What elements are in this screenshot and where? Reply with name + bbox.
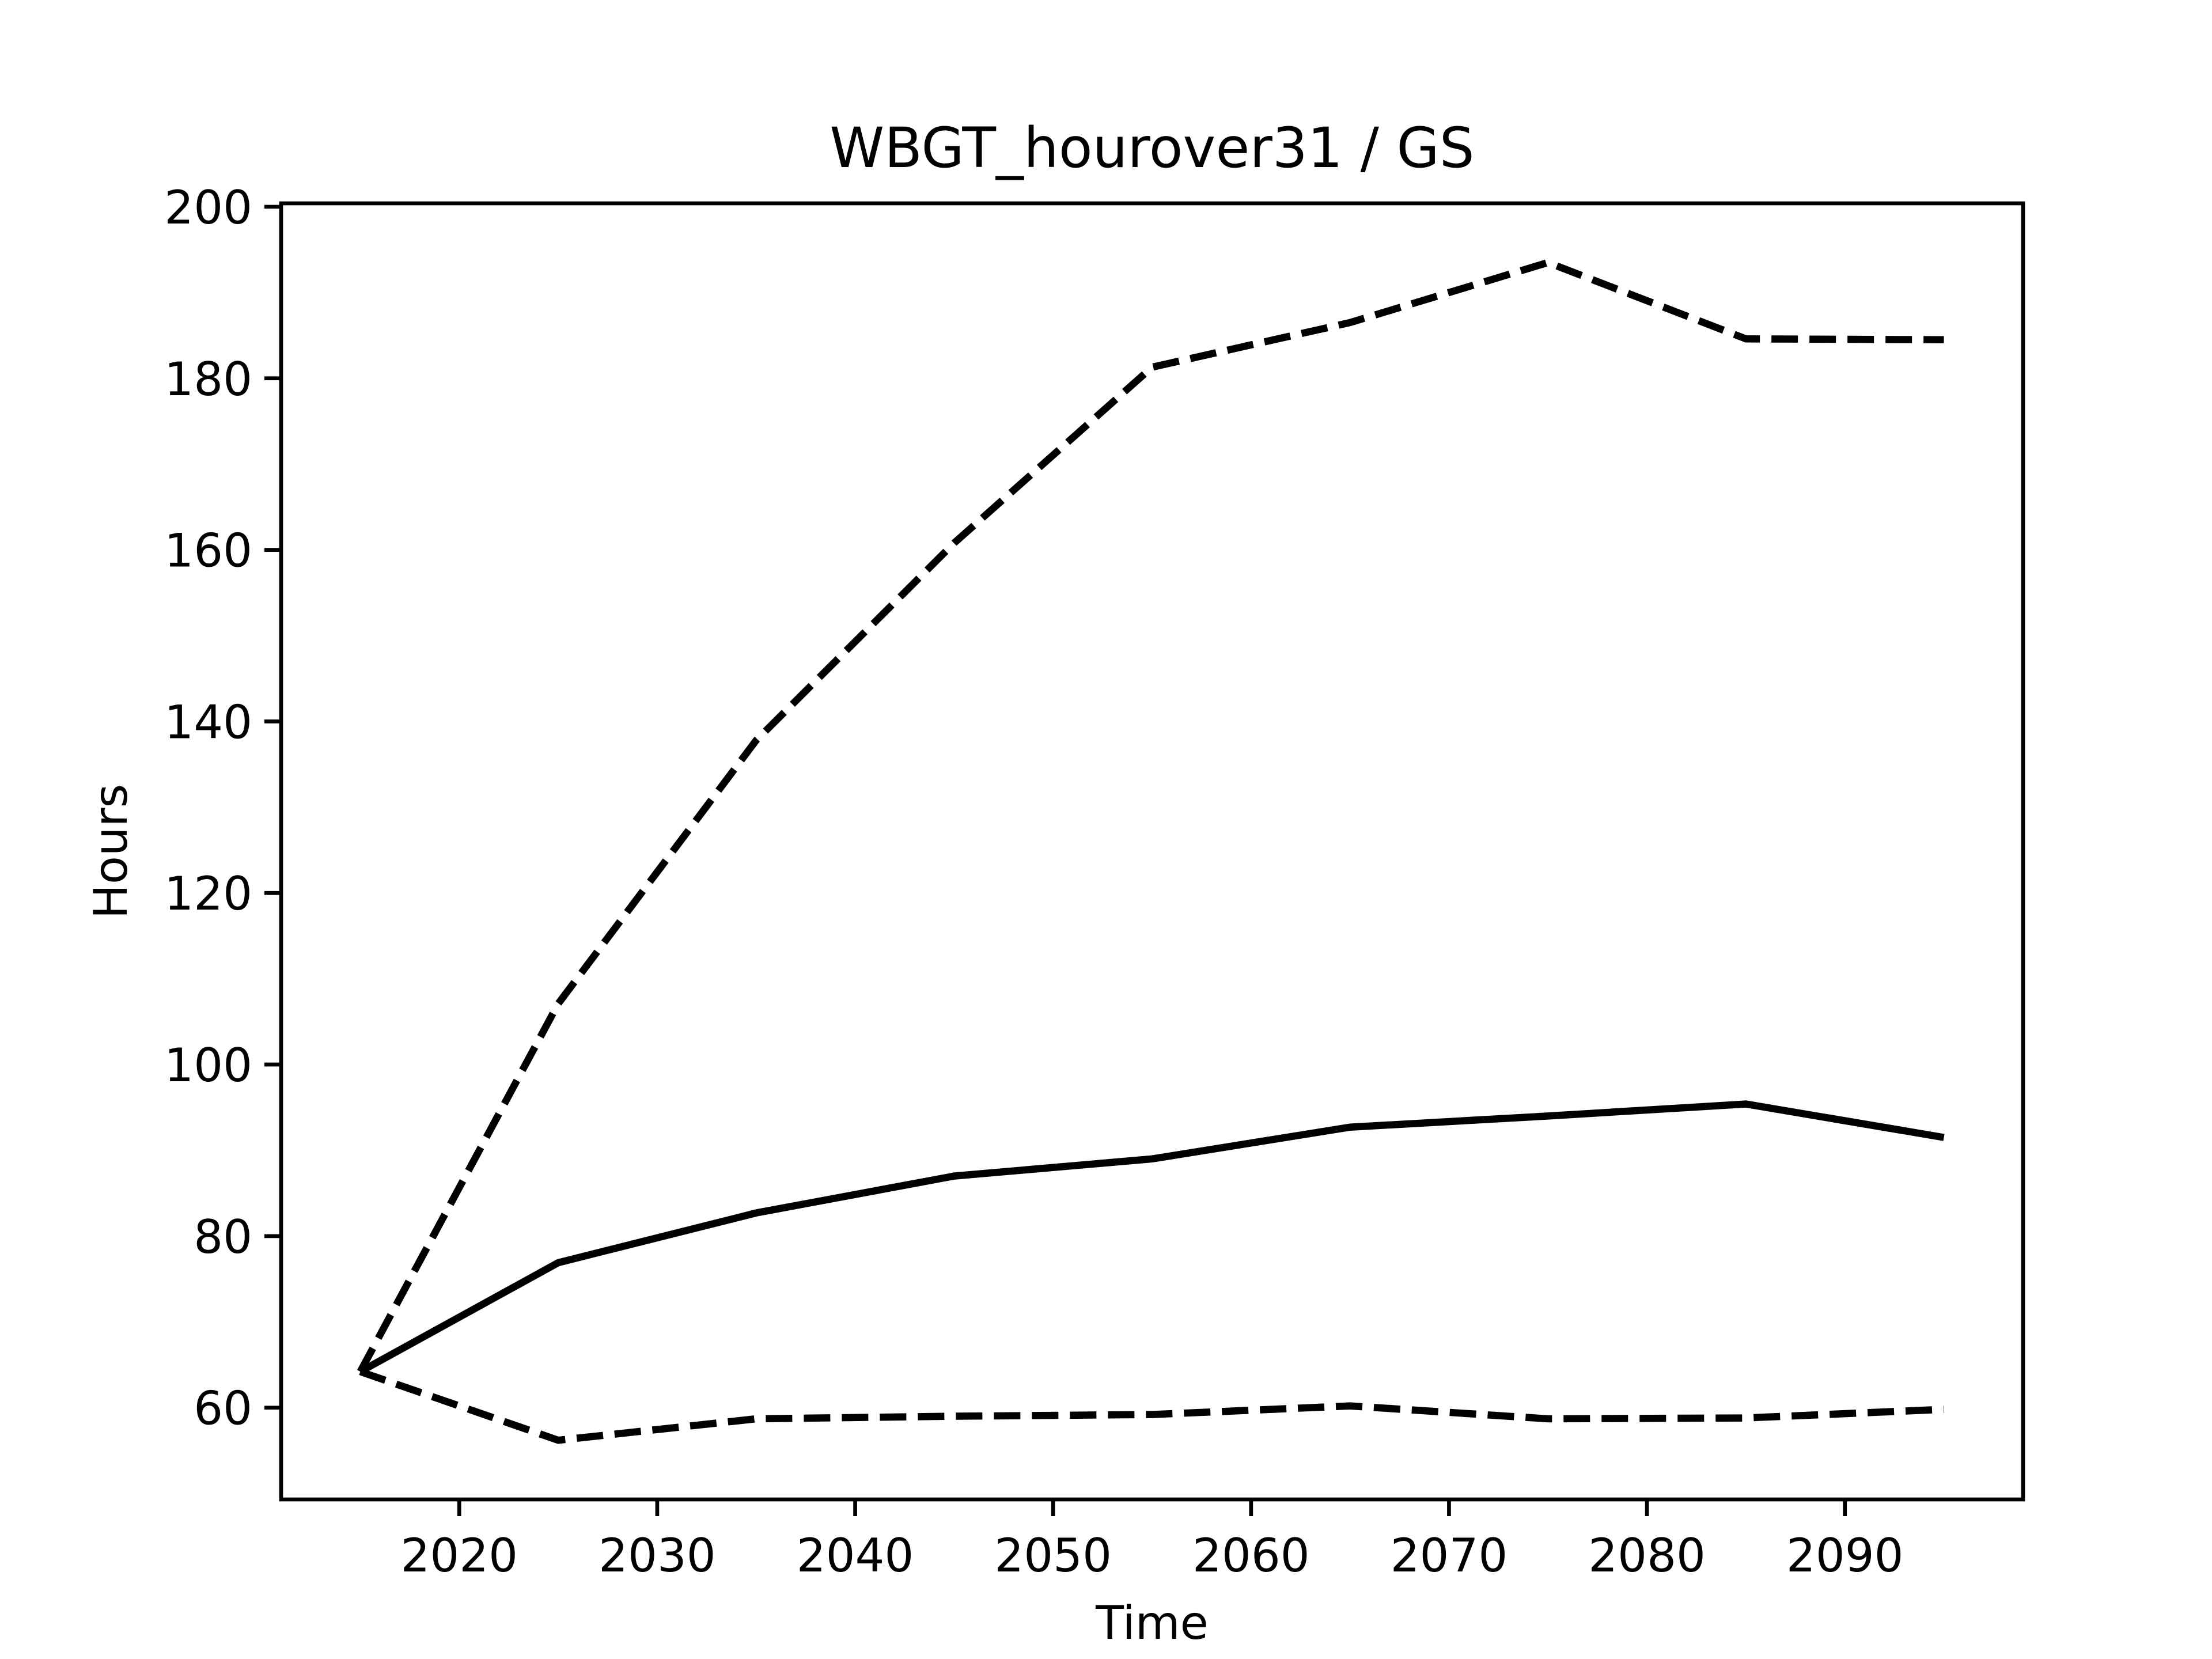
- chart-title: WBGT_hourover31 / GS: [830, 116, 1474, 180]
- x-tick-label: 2080: [1588, 1529, 1706, 1582]
- line-series: [359, 1368, 1944, 1444]
- x-tick-label: 2030: [599, 1529, 716, 1582]
- x-axis-label: Time: [1095, 1596, 1209, 1650]
- x-tick-label: 2020: [400, 1529, 518, 1582]
- line-series: [358, 1100, 1945, 1375]
- x-tick-label: 2050: [994, 1529, 1112, 1582]
- x-tick-label: 2090: [1786, 1529, 1904, 1582]
- y-tick-label: 200: [164, 181, 252, 234]
- y-axis-label: Hours: [84, 784, 138, 919]
- x-tick-label: 2040: [797, 1529, 914, 1582]
- y-tick-label: 160: [164, 524, 252, 578]
- y-tick-label: 100: [164, 1039, 252, 1092]
- x-tick-label: 2060: [1192, 1529, 1310, 1582]
- y-tick-label: 120: [164, 867, 252, 921]
- line-series: [357, 259, 1944, 1374]
- plot-frame: [279, 201, 2025, 1502]
- y-tick-label: 60: [194, 1382, 252, 1435]
- y-tick-label: 180: [164, 353, 252, 406]
- y-tick-label: 80: [194, 1210, 252, 1264]
- x-tick-label: 2070: [1391, 1529, 1508, 1582]
- y-tick-label: 140: [164, 695, 252, 749]
